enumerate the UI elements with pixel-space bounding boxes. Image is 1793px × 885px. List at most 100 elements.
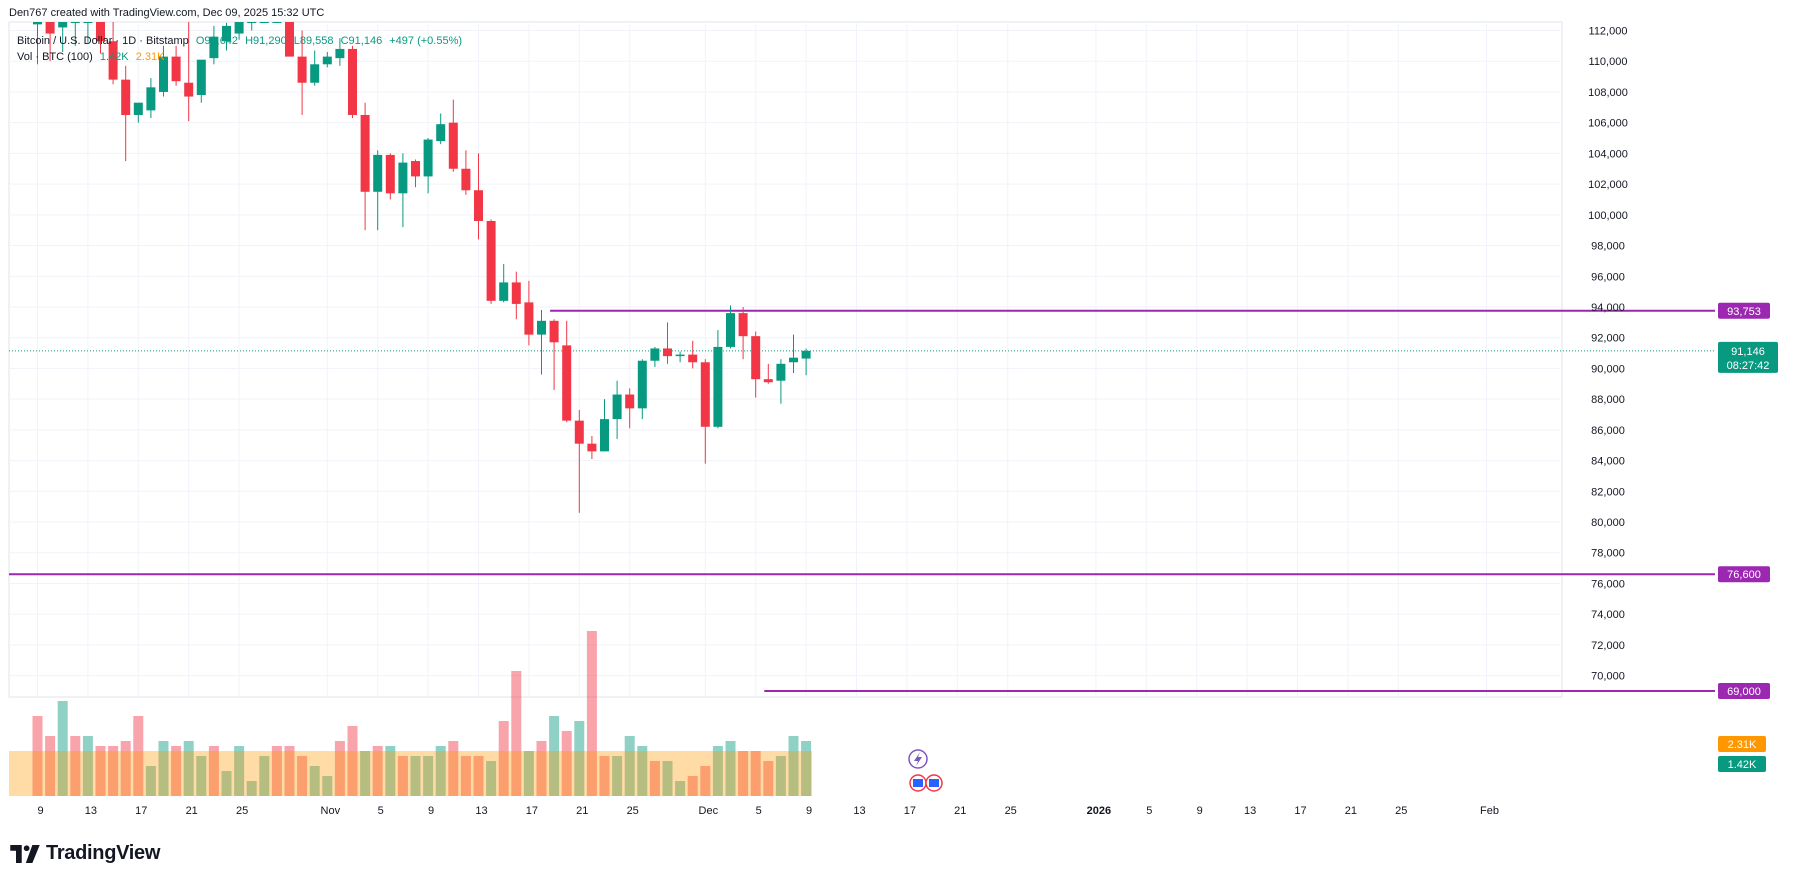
candle-body: [196, 59, 206, 96]
y-tick-label: 88,000: [1591, 394, 1625, 406]
volume-bar: [511, 671, 522, 796]
volume-bar: [561, 731, 572, 796]
x-tick-label: Nov: [321, 805, 341, 817]
volume-bar: [498, 721, 509, 796]
volume-bar: [662, 761, 673, 796]
high-value: H91,290: [245, 35, 287, 47]
volume-label[interactable]: Vol · BTC (100): [17, 51, 93, 63]
y-tick-label: 78,000: [1591, 548, 1625, 560]
volume-bar: [360, 751, 371, 796]
candle-body: [511, 282, 521, 304]
price-tags: 93,753 76,600 69,000 91,146 08:27:42 2.31K 1.4…: [908, 302, 1778, 792]
time-axis: 9 13 17 21 25 Nov 5 9 13 17 21 25 Dec 5 9 13 17 21 25 2026 5…: [37, 805, 1499, 817]
x-tick-label: Dec: [699, 805, 719, 817]
volume-bar: [57, 701, 68, 796]
tradingview-icon: [10, 844, 40, 863]
y-tick-label: 104,000: [1588, 148, 1628, 160]
y-tick-label: 86,000: [1591, 425, 1625, 437]
level-tag-label: 93,753: [1727, 306, 1761, 318]
x-tick-label: 21: [954, 805, 966, 817]
candle-body: [322, 56, 332, 65]
volume-bar: [196, 756, 207, 796]
candle-body: [108, 41, 118, 80]
candle-body: [398, 162, 408, 194]
volume-bar: [145, 766, 156, 796]
volume-bar: [246, 781, 257, 796]
candle-body: [70, 22, 80, 23]
candle-body: [663, 348, 672, 357]
candle-body: [33, 22, 42, 25]
y-tick-label: 94,000: [1591, 302, 1625, 314]
tradingview-logo[interactable]: TradingView: [10, 842, 160, 865]
candle-body: [524, 302, 534, 335]
y-tick-label: 82,000: [1591, 486, 1625, 498]
x-tick-label: 5: [378, 805, 384, 817]
level-tag-label: 76,600: [1727, 569, 1761, 581]
volume-bar: [271, 746, 282, 796]
level-tag: [1718, 566, 1770, 583]
volume-bar: [448, 741, 459, 796]
candle-body: [360, 114, 370, 192]
candle-body: [133, 102, 143, 115]
volume-bar: [108, 746, 119, 796]
candle-body: [45, 22, 55, 34]
candle-body: [146, 87, 156, 111]
low-value: L89,558: [293, 35, 334, 47]
level-tag: [1718, 682, 1770, 699]
candle-body: [159, 56, 168, 92]
candle-body: [700, 362, 710, 427]
x-tick-label: 21: [576, 805, 588, 817]
last-price-tag: [1718, 341, 1778, 373]
volume-legend: Vol · BTC (100) 1.42K 2.31K: [17, 51, 168, 63]
candle-body: [675, 354, 685, 357]
volume-bar: [549, 716, 560, 796]
volume-bar: [259, 756, 270, 796]
volume-bar: [712, 746, 723, 796]
y-tick-label: 96,000: [1591, 271, 1625, 283]
volume-bar: [763, 761, 774, 796]
candle-body: [600, 419, 609, 452]
candle-body: [574, 420, 584, 444]
volume-bar: [183, 741, 194, 796]
volume-bar: [700, 766, 711, 796]
candle-body: [650, 348, 660, 361]
volume-bar: [309, 766, 320, 796]
candle-body: [58, 22, 68, 28]
candle-body: [184, 82, 194, 97]
x-tick-label: 13: [85, 805, 97, 817]
open-value: O90,642: [195, 35, 239, 47]
x-tick-label: 17: [135, 805, 147, 817]
candle-body: [234, 22, 244, 34]
symbol-name[interactable]: Bitcoin / U.S. Dollar · 1D · Bitstamp: [17, 35, 189, 47]
x-tick-label: 25: [236, 805, 248, 817]
y-tick-label: 100,000: [1588, 210, 1628, 222]
volume-bar: [45, 736, 56, 796]
candle-body: [713, 346, 723, 427]
candle-body: [549, 320, 559, 343]
x-tick-label: 13: [475, 805, 487, 817]
volume-tag: [1718, 756, 1766, 772]
candle-body: [121, 79, 131, 115]
volume-bar: [473, 756, 484, 796]
candle-body: [272, 22, 282, 23]
volume-bar: [322, 776, 333, 796]
volume-value: 1.42K: [99, 51, 129, 63]
x-tick-label: 21: [186, 805, 198, 817]
x-tick-label: 9: [37, 805, 43, 817]
volume-bar: [95, 746, 106, 796]
level-tag: [1718, 302, 1770, 319]
last-price-label: 91,146: [1731, 346, 1765, 358]
volume-bar: [221, 771, 232, 796]
volume-bar: [385, 746, 396, 796]
volume-tag-label: 2.31K: [1728, 739, 1757, 751]
y-tick-label: 110,000: [1589, 56, 1628, 68]
candle-body: [461, 168, 471, 191]
candle-body: [83, 22, 93, 23]
y-tick-label: 76,000: [1591, 578, 1625, 590]
volume-bar: [687, 776, 698, 796]
candle-body: [688, 354, 698, 363]
candle-body: [209, 36, 219, 59]
x-tick-label: 13: [1244, 805, 1256, 817]
candle-body: [776, 363, 786, 381]
